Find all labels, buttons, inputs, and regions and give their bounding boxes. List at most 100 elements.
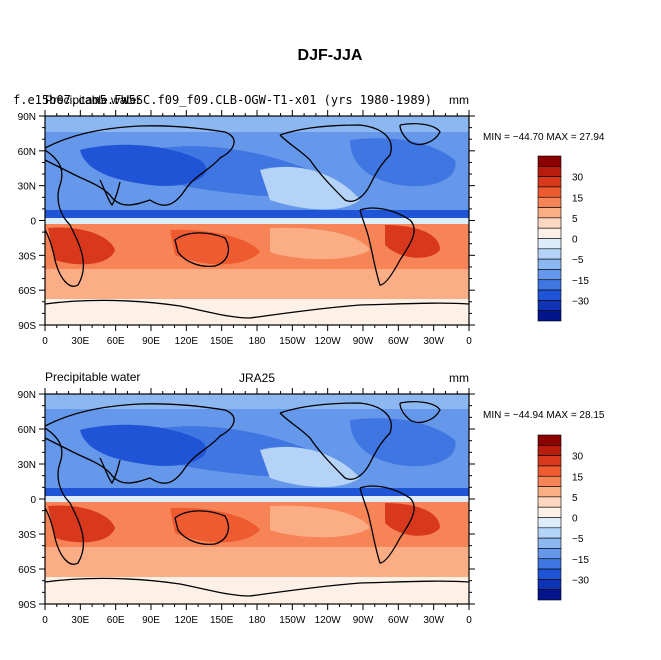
colorbar-label: 0 (572, 235, 578, 246)
y-tick-label: 60N (18, 425, 36, 436)
colorbar-swatch (537, 506, 562, 518)
colorbar-swatch (537, 155, 562, 167)
panel-reanalysis: 0 30E 60E 90E 120E 150E 180 150W 120W 90W 60W 30W 0 … (18, 370, 605, 626)
coast-eurasia (45, 125, 235, 206)
colorbar-swatch (537, 548, 562, 560)
y-tick-label: 60S (18, 565, 36, 576)
x-ticks: 0 30E 60E 90E 120E 150E 180 150W 120W 90W 60W 30W 0 (42, 388, 472, 626)
colorbar-swatch (537, 269, 562, 281)
field-band-subpolar (45, 547, 469, 577)
x-tick-label: 60E (107, 336, 125, 347)
coast-namerica (279, 124, 392, 202)
coast-samerica (359, 485, 415, 564)
y-tick-label: 0 (30, 217, 36, 228)
map-field (45, 116, 469, 325)
colorbar-swatch (537, 537, 562, 549)
colorbar-label: 30 (572, 173, 584, 184)
colorbar-swatch (537, 517, 562, 529)
panel-units: mm (449, 371, 469, 385)
x-tick-label: 150W (279, 336, 306, 347)
colorbar-swatch (537, 227, 562, 239)
y-ticks: 90N 60N 30N 0 30S 60S 90S (18, 390, 475, 611)
field-band-equator-light (45, 496, 469, 502)
colorbar-swatch (537, 455, 562, 467)
field-band-equator (45, 210, 469, 218)
field-band-samerica-red (385, 503, 440, 536)
field-band-australia-red (170, 507, 260, 543)
coast-africa (45, 149, 85, 287)
colorbar-swatch (537, 558, 562, 570)
coast-india (99, 179, 121, 207)
field-band-lightblue (260, 166, 360, 210)
field-band-equator-light (45, 218, 469, 224)
y-tick-label: 30N (18, 460, 36, 471)
x-tick-label: 90E (142, 615, 160, 626)
colorbar-label: 5 (572, 493, 578, 504)
coast-antarctica (45, 577, 469, 597)
colorbar-label: 30 (572, 452, 584, 463)
x-tick-label: 0 (42, 336, 48, 347)
y-ticks: 90N 60N 30N 0 30S 60S 90S (18, 112, 475, 332)
field-band-subpolar (45, 269, 469, 299)
colorbar: 30 15 5 0 −5 −15 −30 (537, 155, 589, 322)
coast-india (99, 457, 121, 485)
colorbar-swatch (537, 258, 562, 270)
x-tick-label: 60E (107, 615, 125, 626)
x-tick-label: 120E (175, 615, 199, 626)
panel-units: mm (449, 93, 469, 107)
coast-namerica (279, 402, 392, 480)
field-band-africa-red (48, 505, 115, 543)
y-tick-label: 90N (18, 390, 36, 401)
field-band-australia-red (170, 229, 260, 265)
x-tick-label: 150W (279, 615, 306, 626)
colorbar-swatch (537, 279, 562, 291)
x-tick-label: 0 (466, 615, 472, 626)
colorbar-swatch (537, 486, 562, 498)
colorbar-swatch (537, 300, 562, 311)
colorbar-label: −5 (572, 534, 584, 545)
colorbar-label: 0 (572, 514, 578, 525)
field-band-atlantic-blue (350, 418, 456, 467)
x-tick-label: 120W (315, 336, 342, 347)
colorbar-swatch (537, 207, 562, 219)
colorbar-label: −30 (572, 296, 589, 307)
colorbar-swatch (537, 248, 562, 260)
colorbar-swatch (537, 496, 562, 508)
colorbar-label: −15 (572, 276, 589, 287)
field-band-high-lat (45, 116, 469, 132)
panel-min-max: MIN = −44.70 MAX = 27.94 (483, 132, 605, 143)
colorbar-swatch (537, 568, 562, 580)
colorbar-swatch (537, 186, 562, 198)
x-tick-label: 180 (249, 336, 266, 347)
field-band-polar (45, 299, 469, 325)
colorbar: 30 15 5 0 −5 −15 −30 (537, 434, 589, 601)
panel-left-label: Precipitable water (45, 93, 140, 107)
y-tick-label: 90S (18, 321, 36, 332)
colorbar-swatch (537, 176, 562, 188)
field-band-high-lat (45, 394, 469, 409)
coast-greenland (399, 401, 441, 424)
colorbar-label: 15 (572, 472, 584, 483)
field-band-africa-red (48, 227, 115, 265)
colorbar-swatch (537, 465, 562, 477)
panel-model: 0 30E 60E 90E 120E 150E 180 150W 120W 90W 60W 30W 0 … (13, 93, 605, 347)
field-band-asia-blue (80, 144, 207, 186)
x-tick-label: 0 (42, 615, 48, 626)
colorbar-swatch (537, 475, 562, 487)
colorbar-swatch (537, 589, 562, 601)
colorbar-label: 5 (572, 214, 578, 225)
colorbar-swatch (537, 238, 562, 250)
panel-min-max: MIN = −44.94 MAX = 28.15 (483, 410, 605, 421)
colorbar-swatch (537, 579, 562, 590)
coastlines (45, 401, 469, 597)
colorbar-swatch (537, 217, 562, 229)
panel-center-label: JRA25 (239, 371, 275, 385)
x-ticks: 0 30E 60E 90E 120E 150E 180 150W 120W 90W 60W 30W 0 (42, 110, 472, 347)
x-tick-label: 120E (175, 336, 199, 347)
y-tick-label: 30S (18, 530, 36, 541)
colorbar-label: −15 (572, 555, 589, 566)
colorbar-swatch (537, 527, 562, 539)
y-tick-label: 60S (18, 286, 36, 297)
x-tick-label: 150E (210, 336, 234, 347)
y-tick-label: 90S (18, 600, 36, 611)
